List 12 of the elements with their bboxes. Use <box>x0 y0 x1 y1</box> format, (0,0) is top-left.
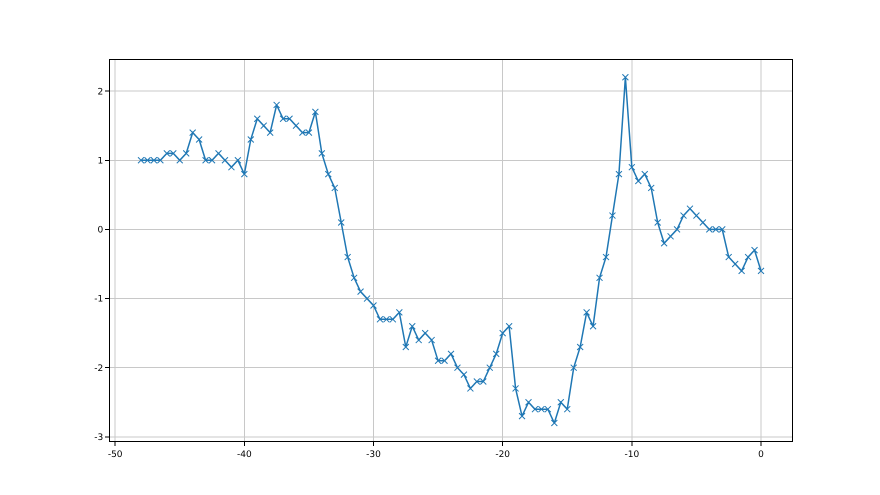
y-tick-label: -1 <box>94 294 104 305</box>
x-tick-label: -20 <box>495 450 510 460</box>
y-tick-label: 1 <box>97 156 104 166</box>
x-tick-label: 0 <box>758 450 764 460</box>
x-tick-label: -10 <box>624 450 640 460</box>
y-tick-label: 0 <box>97 226 104 236</box>
x-tick-label: -50 <box>108 450 123 460</box>
y-tick-label: -2 <box>94 364 104 374</box>
x-tick-label: -30 <box>366 450 382 460</box>
x-tick-label: -40 <box>236 450 252 460</box>
y-tick-label: 2 <box>97 87 104 98</box>
y-tick-label: -3 <box>94 433 104 443</box>
